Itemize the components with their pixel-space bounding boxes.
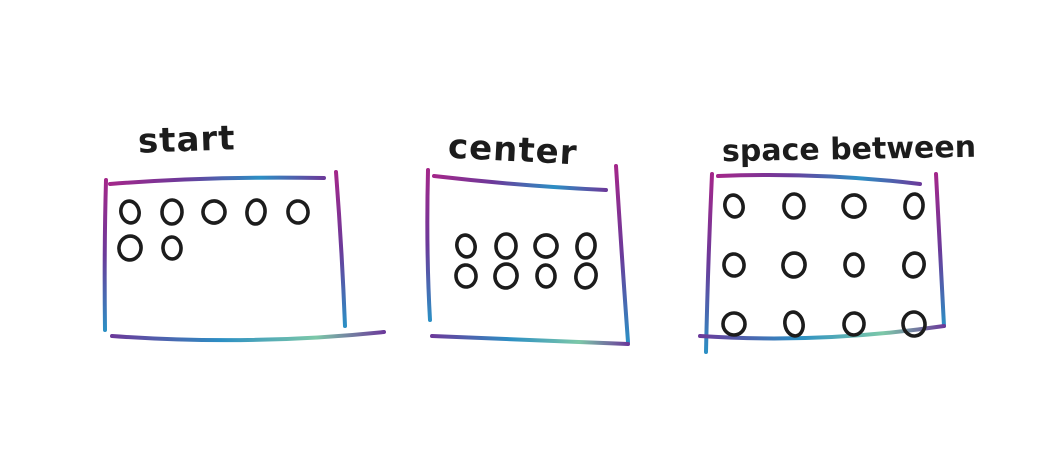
flex-item bbox=[723, 193, 745, 219]
flex-item bbox=[574, 262, 598, 290]
panel-center bbox=[425, 164, 630, 346]
flex-item bbox=[160, 198, 184, 226]
flex-item bbox=[119, 199, 141, 225]
border-bottom bbox=[698, 324, 946, 341]
items-between bbox=[721, 192, 927, 338]
flex-item bbox=[245, 198, 267, 226]
panel-space-between bbox=[698, 172, 946, 354]
border-left bbox=[704, 172, 714, 354]
flex-item bbox=[783, 310, 805, 338]
flex-item bbox=[575, 232, 597, 260]
border-bottom bbox=[110, 330, 386, 343]
flex-item bbox=[843, 252, 865, 278]
items-start bbox=[117, 198, 310, 262]
flex-item bbox=[454, 263, 478, 289]
border-bottom bbox=[430, 334, 630, 346]
flex-item bbox=[455, 233, 477, 259]
border-right bbox=[334, 170, 347, 328]
flex-item bbox=[903, 192, 925, 220]
border-left bbox=[102, 178, 108, 332]
flex-item bbox=[533, 233, 559, 259]
flex-item bbox=[161, 235, 183, 261]
flex-item bbox=[901, 310, 927, 338]
flex-item bbox=[117, 234, 143, 262]
flex-item bbox=[781, 251, 807, 279]
border-top bbox=[108, 175, 326, 186]
panel-start bbox=[102, 170, 386, 343]
border-right bbox=[614, 164, 630, 344]
items-center bbox=[454, 232, 598, 290]
flex-item bbox=[841, 193, 867, 219]
border-left bbox=[425, 168, 432, 322]
border-top bbox=[716, 173, 922, 186]
flex-item bbox=[286, 199, 310, 225]
flex-item bbox=[721, 311, 747, 337]
border-top bbox=[432, 174, 608, 192]
border-right bbox=[934, 172, 946, 328]
flex-item bbox=[201, 199, 227, 225]
flex-item bbox=[782, 192, 806, 220]
flex-item bbox=[494, 232, 518, 260]
flex-item bbox=[493, 262, 519, 290]
flex-item bbox=[535, 263, 557, 289]
flex-item bbox=[842, 311, 866, 337]
flex-item bbox=[902, 251, 926, 279]
flex-item bbox=[722, 252, 746, 278]
